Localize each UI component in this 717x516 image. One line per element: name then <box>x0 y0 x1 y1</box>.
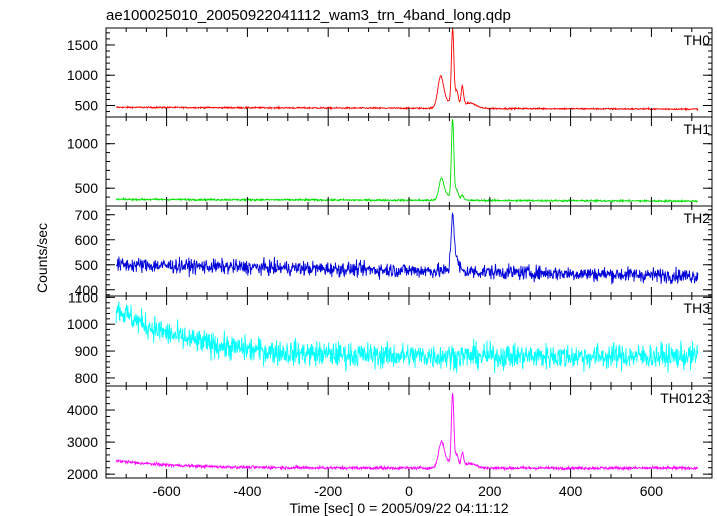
y-tick-label: 500 <box>75 97 99 113</box>
y-tick-label: 1000 <box>67 67 98 83</box>
y-tick-label: 400 <box>75 282 99 298</box>
y-axis-label: Counts/sec <box>34 223 50 293</box>
x-tick-label: 0 <box>405 483 413 499</box>
y-tick-label: 700 <box>75 207 99 223</box>
y-tick-label: 1000 <box>67 316 98 332</box>
y-tick-label: 2000 <box>67 466 98 482</box>
y-tick-label: 3000 <box>67 434 98 450</box>
panel-frame-th0 <box>105 27 713 118</box>
y-tick-label: 1100 <box>68 289 98 305</box>
y-tick-label: 1500 <box>67 37 98 53</box>
panel-label-th0: TH0 <box>684 32 711 48</box>
x-tick-label: 600 <box>640 483 664 499</box>
panel-frame-th0123 <box>105 385 713 479</box>
x-tick-label: -400 <box>233 483 261 499</box>
panel-frame-th2 <box>105 205 713 297</box>
x-tick-label: 200 <box>478 483 502 499</box>
y-tick-label: 600 <box>75 232 99 248</box>
light-curve-th1 <box>115 118 698 204</box>
light-curve-th2 <box>116 211 699 285</box>
panel-frame-th1 <box>105 116 713 207</box>
y-tick-label: 4000 <box>67 402 98 418</box>
y-tick-label: 1000 <box>67 136 98 152</box>
x-tick-label: 400 <box>559 483 583 499</box>
panel-label-th0123: TH0123 <box>660 390 710 406</box>
panel-label-th1: TH1 <box>684 121 711 137</box>
light-curve-th3 <box>115 301 699 374</box>
y-tick-label: 500 <box>75 180 99 196</box>
x-tick-label: -600 <box>153 483 181 499</box>
light-curve-th0 <box>115 28 699 112</box>
light-curve-th0123 <box>115 393 699 472</box>
chart-title: ae100025010_20050922041112_wam3_trn_4ban… <box>106 7 511 24</box>
y-tick-label: 500 <box>75 257 99 273</box>
y-tick-label: 900 <box>75 343 99 359</box>
x-axis-label: Time [sec] 0 = 2005/09/22 04:11:12 <box>289 500 508 516</box>
x-tick-label: -200 <box>314 483 342 499</box>
y-tick-label: 800 <box>75 370 99 386</box>
panel-label-th3: TH3 <box>684 300 711 316</box>
panel-label-th2: TH2 <box>684 210 711 226</box>
panels: TH0 500 1000 1500 TH1 500 1000 TH2 400 500 600 700 T… <box>67 27 713 499</box>
